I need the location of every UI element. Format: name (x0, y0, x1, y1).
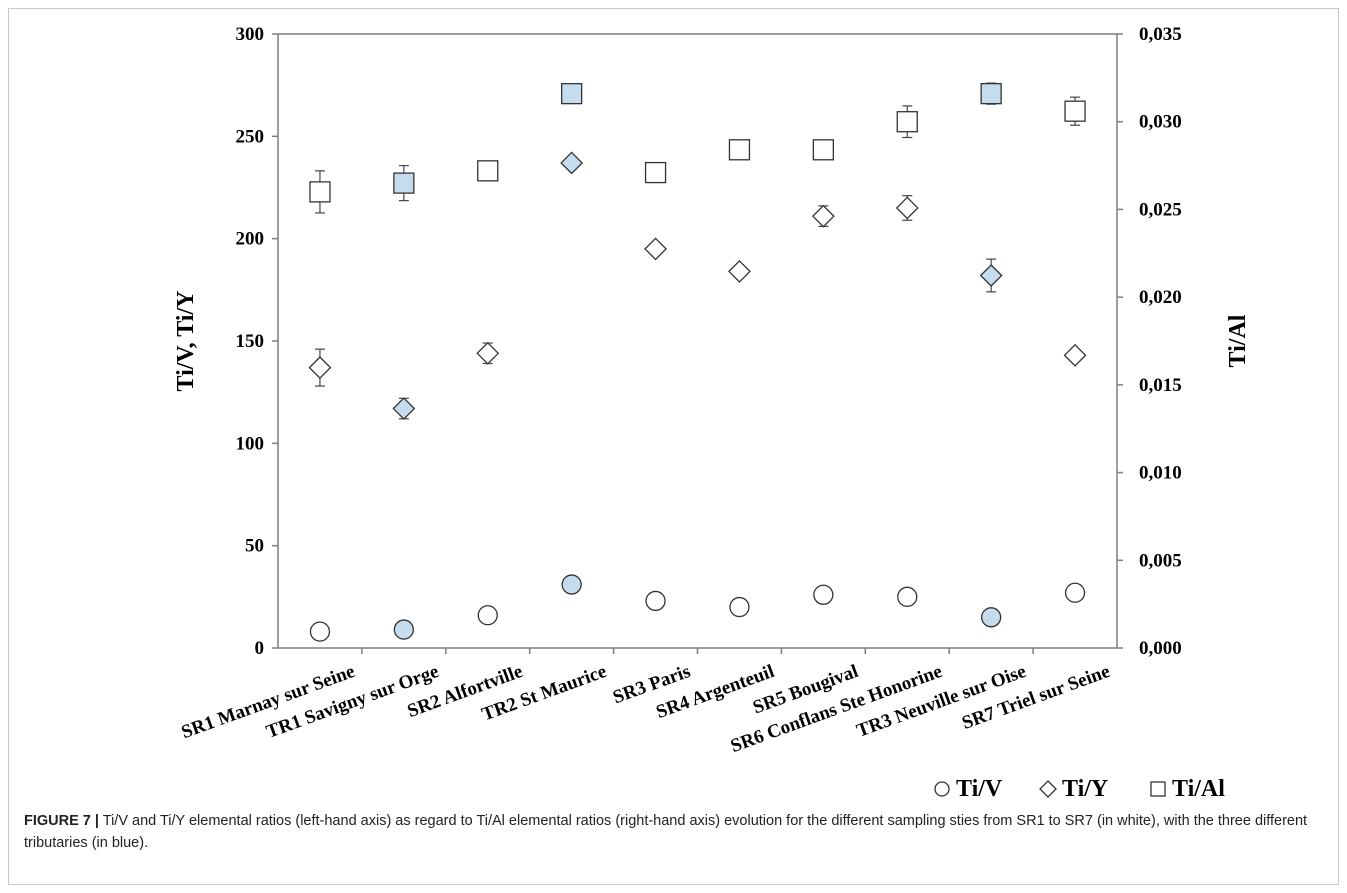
point-tiv (813, 584, 834, 605)
point-tiy (1063, 343, 1087, 367)
y-axis-title-right: Ti/Al (1225, 314, 1251, 367)
point-tiy (476, 341, 500, 365)
right-tick-label: 0,010 (1139, 463, 1182, 484)
point-tial (477, 160, 499, 182)
point-tiv (981, 607, 1002, 628)
chart: 0 50 100 150 200 250 300 0,000 0,005 0,010 0,015 0,… (173, 24, 1251, 800)
point-tiy (392, 397, 416, 420)
right-tick-label: 0,020 (1139, 287, 1182, 308)
point-tiv (1064, 582, 1086, 603)
right-tick-label: 0,015 (1139, 375, 1182, 396)
legend-symbol-square (1150, 781, 1166, 797)
left-tick-label: 200 (236, 229, 265, 250)
point-tiv (393, 619, 415, 640)
legend-symbol-circle (934, 781, 950, 797)
axes: 0 50 100 150 200 250 300 0,000 0,005 0,010 0,015 0,… (173, 24, 1251, 757)
point-tial (393, 172, 415, 194)
caption-text: Ti/V and Ti/Y elemental ratios (left-han… (24, 813, 1308, 851)
left-tick-label: 150 (236, 331, 265, 352)
point-tial (980, 82, 1002, 105)
right-tick-label: 0,005 (1139, 550, 1182, 571)
left-tick-label: 100 (236, 433, 265, 454)
point-tiv (561, 574, 582, 595)
point-tial (561, 82, 583, 105)
point-tiy (644, 237, 667, 261)
point-tial (728, 139, 751, 161)
point-tiv (309, 621, 331, 642)
point-tial (309, 181, 331, 203)
right-tick-label: 0,025 (1139, 199, 1182, 220)
figure-caption: FIGURE 7 | Ti/V and Ti/Y elemental ratio… (24, 810, 1329, 854)
data-marks (308, 82, 1087, 642)
left-tick-label: 300 (236, 24, 265, 45)
left-tick-label: 250 (236, 126, 265, 147)
point-tiy (895, 196, 919, 220)
left-tick-label: 0 (255, 638, 265, 659)
caption-label: FIGURE 7 | (24, 813, 99, 829)
point-tial (1064, 100, 1086, 122)
point-tiy (728, 259, 751, 283)
legend-label: Ti/Al (1172, 776, 1225, 800)
plot-border (277, 33, 1118, 649)
legend-label: Ti/V (956, 776, 1003, 800)
point-tiv (729, 596, 750, 618)
point-tiy (811, 204, 835, 228)
right-tick-label: 0,000 (1139, 638, 1182, 659)
point-tiy (979, 264, 1003, 287)
legend-symbol-diamond (1039, 780, 1057, 798)
left-tick-label: 50 (245, 536, 264, 557)
point-tiy (308, 356, 332, 380)
point-tiv (477, 605, 498, 626)
point-tial (644, 161, 667, 184)
legend-label: Ti/Y (1062, 776, 1108, 800)
y-axis-title-left: Ti/V, Ti/Y (173, 291, 199, 392)
legend: Ti/V Ti/Y Ti/Al (934, 776, 1225, 800)
point-tiy (560, 151, 584, 175)
point-tiv (645, 590, 666, 612)
right-tick-label: 0,030 (1139, 112, 1182, 133)
point-tial (812, 139, 834, 161)
point-tial (896, 111, 918, 133)
point-tiv (897, 586, 918, 607)
figure-frame (8, 8, 1339, 885)
right-tick-label: 0,035 (1139, 24, 1182, 45)
